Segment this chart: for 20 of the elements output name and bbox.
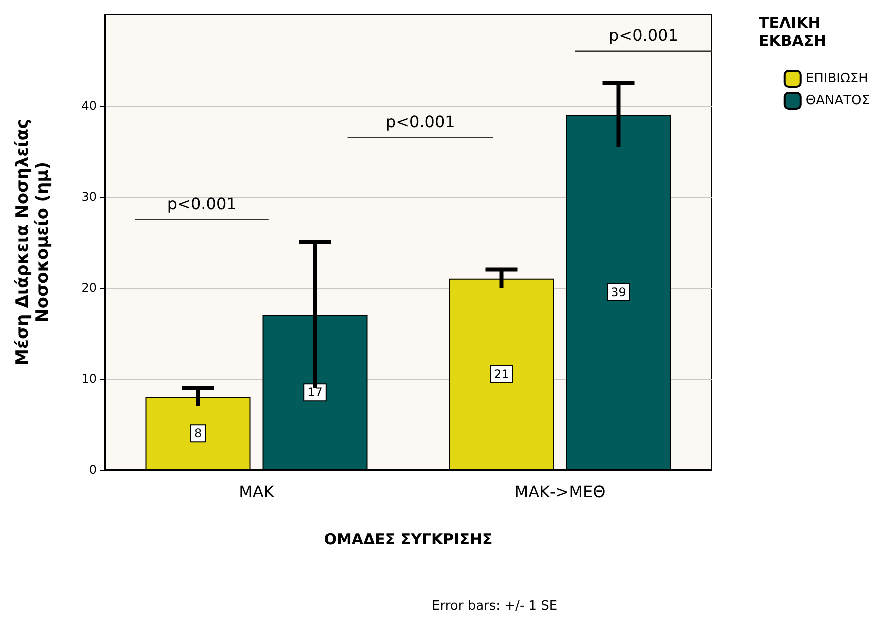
data-label: 8 [194, 426, 202, 441]
legend-label: ΕΠΙΒΙΩΣΗ [806, 72, 868, 86]
y-tick-label: 30 [82, 190, 97, 204]
y-tick-label: 20 [82, 281, 97, 295]
y-tick-label: 0 [89, 463, 97, 477]
x-axis-title: ΟΜΑΔΕΣ ΣΥΓΚΡΙΣΗΣ [324, 530, 493, 548]
data-label: 17 [308, 386, 323, 400]
data-label: 39 [611, 286, 626, 300]
text: Error bars: +/- 1 SE [432, 599, 558, 614]
annotation: p<0.001 [167, 194, 237, 214]
y-axis-title: Μέση Διάρκεια Νοσηλείας Νοσοκομείο (ημ) [13, 119, 53, 366]
legend-label: ΘΑΝΑΤΟΣ [806, 94, 870, 108]
annotation: p<0.001 [609, 26, 678, 45]
y-tick-label: 40 [82, 99, 97, 113]
x-tick-label: ΜΑΚ->ΜΕΘ [514, 482, 606, 502]
legend-title: ΤΕΛΙΚΗ ΕΚΒΑΣΗ [759, 14, 827, 50]
data-label: 21 [494, 367, 510, 382]
y-tick-label: 10 [82, 372, 97, 386]
x-tick-label: ΜΑΚ [239, 482, 275, 502]
annotation: p<0.001 [386, 112, 456, 132]
